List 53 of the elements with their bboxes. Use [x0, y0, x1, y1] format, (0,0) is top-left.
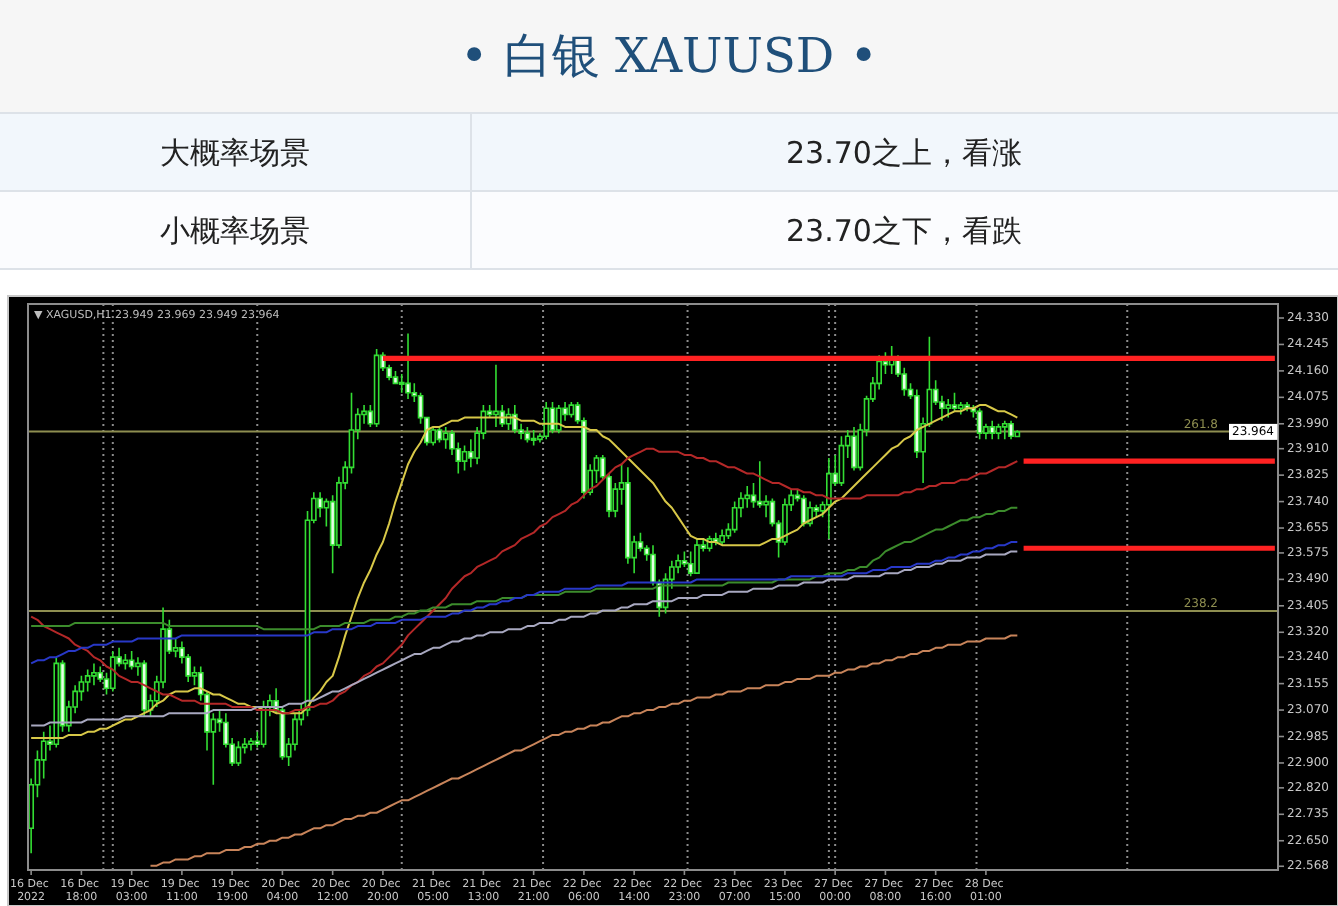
candlestick [122, 653, 129, 671]
text: 23.70之下，看跌 [786, 213, 1022, 249]
candlestick [317, 491, 323, 518]
candlestick [744, 485, 751, 509]
line-series [30, 506, 1019, 631]
candlestick [995, 423, 1002, 441]
line-series [30, 447, 1019, 715]
candlestick [442, 426, 449, 450]
candlestick [694, 538, 700, 574]
candlestick [461, 444, 468, 472]
candlestick [989, 419, 996, 441]
candlestick [813, 503, 820, 518]
candlestick [405, 332, 411, 400]
candlestick [1014, 429, 1021, 438]
text: • 白银 XAUUSD • [460, 28, 878, 84]
candlestick [84, 668, 91, 693]
candlestick [756, 460, 763, 509]
candlestick [91, 662, 97, 686]
candlestick [53, 656, 60, 749]
candlestick [109, 650, 116, 693]
candlestick [851, 426, 857, 472]
candlestick [235, 740, 242, 767]
candlestick [957, 401, 964, 416]
candlestick [543, 401, 550, 441]
candlestick [524, 426, 531, 444]
candlestick [392, 370, 399, 385]
candlestick [826, 457, 832, 540]
candlestick [141, 659, 148, 718]
candlestick [731, 500, 738, 534]
candlestick [800, 494, 807, 528]
candlestick [555, 404, 562, 434]
candlestick [530, 429, 537, 447]
candlestick [976, 407, 983, 441]
candlestick [719, 528, 725, 546]
line-series [30, 541, 1019, 665]
candlestick [373, 348, 380, 428]
candlestick [248, 737, 254, 752]
text: 大概率场景 [160, 135, 310, 171]
candlestick [712, 531, 719, 546]
candlestick [945, 398, 952, 419]
line-series [30, 550, 1019, 727]
candlestick [951, 391, 958, 413]
candlestick [493, 363, 499, 428]
candlestick [1001, 419, 1008, 441]
line-series [149, 634, 1019, 867]
candlestick [568, 401, 575, 419]
text: 小概率场景 [160, 213, 310, 249]
candlestick [1008, 419, 1014, 441]
candlestick [681, 550, 688, 568]
line-series [30, 404, 1019, 740]
candlestick [128, 650, 135, 671]
candlestick [625, 466, 631, 565]
text: 23.70之上，看涨 [786, 135, 1022, 171]
